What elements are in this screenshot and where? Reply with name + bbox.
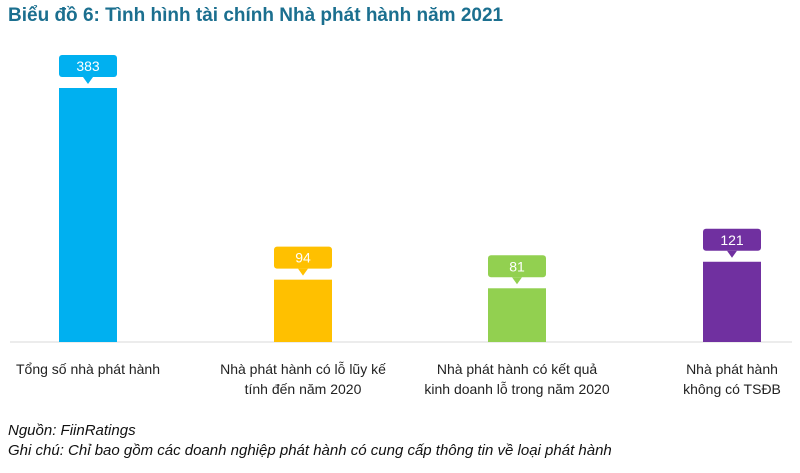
bar-1 bbox=[59, 88, 117, 342]
footnote: Ghi chú: Chỉ bao gồm các doanh nghiệp ph… bbox=[8, 442, 612, 459]
data-label-1: 383 bbox=[76, 58, 100, 74]
category-label-3: Nhà phát hành có kết quả kinh doanh lỗ tr… bbox=[424, 361, 609, 397]
data-label-3: 81 bbox=[509, 258, 525, 274]
data-label-pointer-2 bbox=[298, 268, 308, 276]
category-label-line: Nhà phát hành bbox=[686, 361, 778, 377]
data-label-pointer-3 bbox=[512, 277, 522, 285]
bar-2 bbox=[274, 279, 332, 342]
category-label-line: Tổng số nhà phát hành bbox=[16, 361, 160, 377]
data-label-box-2 bbox=[274, 246, 332, 269]
category-label-line: tính đến năm 2020 bbox=[245, 381, 362, 397]
chart-notes: Nguồn: FiinRatings Ghi chú: Chỉ bao gồm … bbox=[8, 421, 612, 461]
bar-3 bbox=[488, 288, 546, 342]
bar-4 bbox=[703, 261, 761, 342]
category-label-4: Nhà phát hành không có TSĐB bbox=[683, 361, 781, 397]
category-label-line: kinh doanh lỗ trong năm 2020 bbox=[424, 381, 609, 397]
data-label-4: 121 bbox=[720, 232, 744, 248]
data-label-2: 94 bbox=[295, 250, 311, 266]
data-label-box-3 bbox=[488, 255, 546, 278]
data-label-box-1 bbox=[59, 55, 117, 77]
data-label-box-4 bbox=[703, 228, 761, 251]
chart-title: Biểu đồ 6: Tình hình tài chính Nhà phát … bbox=[8, 5, 504, 26]
category-label-line: Nhà phát hành có kết quả bbox=[437, 361, 598, 377]
source-note: Nguồn: FiinRatings bbox=[8, 422, 136, 439]
category-label-line: không có TSĐB bbox=[683, 381, 781, 397]
category-label-1: Tổng số nhà phát hành bbox=[16, 361, 160, 377]
category-label-2: Nhà phát hành có lỗ lũy kế tính đến năm 2… bbox=[220, 361, 386, 397]
bar-chart: 383 Tổng số nhà phát hành 94 Nhà phát hành … bbox=[10, 55, 792, 397]
data-label-pointer-1 bbox=[83, 77, 93, 84]
data-label-pointer-4 bbox=[727, 250, 737, 258]
category-label-line: Nhà phát hành có lỗ lũy kế bbox=[220, 361, 386, 377]
